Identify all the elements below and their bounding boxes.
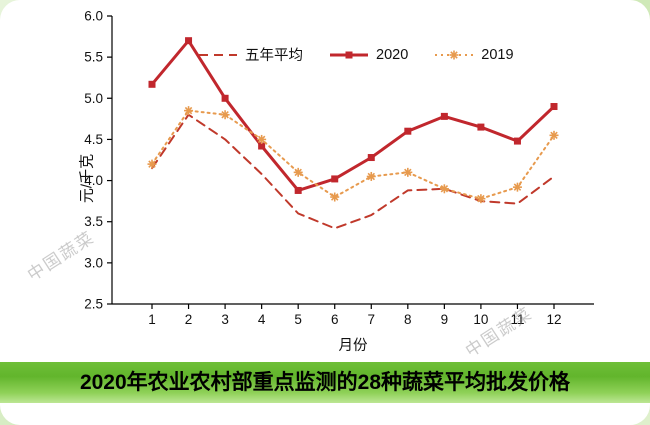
svg-text:6.0: 6.0 [84,9,103,24]
svg-text:5.5: 5.5 [84,50,103,65]
svg-text:3.5: 3.5 [84,214,103,229]
svg-text:5.0: 5.0 [84,91,103,106]
svg-text:8: 8 [404,312,412,327]
svg-text:9: 9 [441,312,449,327]
svg-text:11: 11 [510,312,524,327]
svg-text:5: 5 [294,312,302,327]
svg-text:2.5: 2.5 [84,297,103,312]
price-chart: 2.53.03.54.04.55.05.56.01 2 3 4 5 6 7 8 9 10 11 12 [84,9,594,327]
svg-text:4: 4 [258,312,266,327]
svg-text:1: 1 [148,312,156,327]
svg-text:7: 7 [368,312,376,327]
svg-text:3: 3 [221,312,229,327]
svg-text:2: 2 [185,312,193,327]
svg-text:10: 10 [473,312,488,327]
svg-text:4.0: 4.0 [84,173,103,188]
svg-text:3.0: 3.0 [84,255,103,270]
svg-text:6: 6 [331,312,339,327]
svg-text:4.5: 4.5 [84,132,103,147]
chart-title: 2020年农业农村部重点监测的28种蔬菜平均批发价格 [79,371,571,394]
footer-band: 2020年农业农村部重点监测的28种蔬菜平均批发价格 [0,362,650,403]
svg-text:12: 12 [546,312,561,327]
